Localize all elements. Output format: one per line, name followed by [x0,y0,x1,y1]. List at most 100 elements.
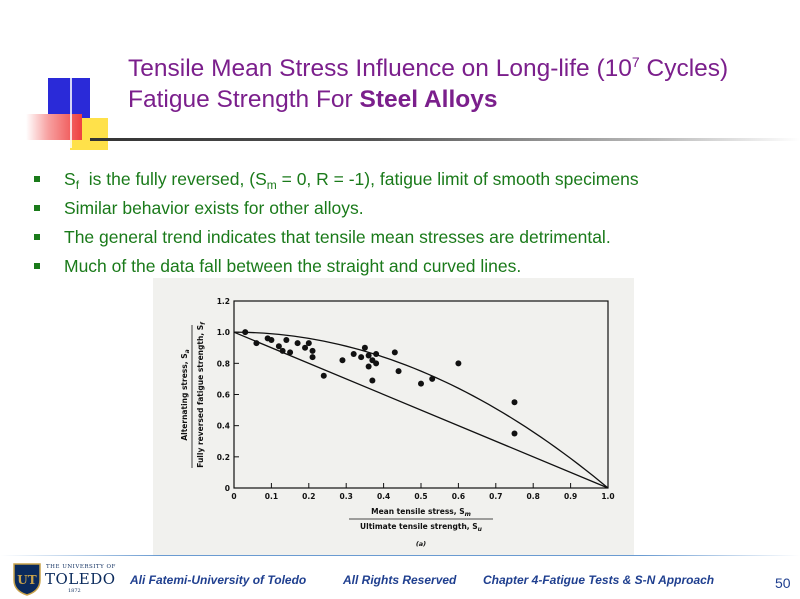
x-tick-label: 0.6 [452,492,465,501]
data-point [373,360,380,367]
data-point [279,347,286,354]
y-axis-label-outer-group: Alternating stress, Sa [180,349,191,440]
y-axis-label-outer: Alternating stress, Sa [180,349,191,440]
bullet-square-icon [34,234,40,240]
data-point [455,360,462,367]
data-point [242,329,249,336]
title-line-1-end: Cycles) [639,55,729,82]
bullet-item: The general trend indicates that tensile… [34,223,794,252]
footer-author: Ali Fatemi-University of Toledo [130,573,307,587]
logo-year: 1872 [68,588,81,594]
data-point [309,347,316,354]
bullet-4-text: Much of the data fall between the straig… [64,256,522,276]
y-tick-label: 1.2 [217,297,230,306]
x-tick-label: 0.3 [340,492,353,501]
data-point [373,350,380,357]
data-point [391,349,398,356]
y-tick-label: 0.6 [217,391,230,400]
data-point [268,336,275,343]
y-tick-labels: 0 0.2 0.4 0.6 0.8 1.0 1.2 [217,297,230,493]
x-tick-label: 1.0 [601,492,614,501]
title-line-1-text: Tensile Mean Stress Influence on Long-li… [128,55,632,82]
decor-vertical-line [70,78,72,148]
data-point [429,375,436,382]
title-underline [90,138,800,141]
logo-university-of: THE UNIVERSITY OF [46,564,116,570]
data-point [283,336,290,343]
x-axis-label-bottom: Ultimate tensile strength, Su [360,522,483,533]
data-point [275,343,282,350]
data-point [511,430,518,437]
data-point [339,357,346,364]
logo-toledo: TOLEDO [45,570,116,588]
page-number: 50 [775,575,791,591]
data-point [350,350,357,357]
plot-frame [233,300,609,489]
x-tick-label: 0.5 [414,492,427,501]
title-superscript: 7 [631,54,640,70]
data-point [320,372,327,379]
bullet-square-icon [34,205,40,211]
data-point [365,363,372,370]
title-line-2: Fatigue Strength For Steel Alloys [128,84,793,115]
bullet-1-sub-f: f [75,178,80,192]
footer-chapter: Chapter 4-Fatigue Tests & S-N Approach [483,573,715,587]
bullet-item: Sf is the fully reversed, (Sm = 0, R = -… [34,165,794,194]
bullet-2-text: Similar behavior exists for other alloys… [64,198,364,218]
shield-icon: UT [13,563,41,596]
bullet-square-icon [34,263,40,269]
data-points [242,329,518,437]
bullet-3-text: The general trend indicates that tensile… [64,227,611,247]
bullet-1-text-c: = 0, R = -1), fatigue limit of smooth sp… [276,169,639,189]
decor-blue-square [48,78,90,120]
y-tick-label: 0.2 [217,453,230,462]
y-tick-label: 1.0 [217,328,230,337]
footer-divider [0,555,800,556]
data-point [294,340,301,347]
figure-caption: (a) [416,540,426,548]
x-tick-labels: 0 0.1 0.2 0.3 0.4 0.5 0.6 0.7 0.8 0.9 1.0 [231,492,614,501]
y-tick-label: 0.8 [217,359,230,368]
x-tick-label: 0.1 [265,492,278,501]
y-tick-label: 0.4 [217,422,230,431]
data-point [302,344,309,351]
decor-red-bar [26,114,82,140]
x-tick-label: 0.9 [564,492,577,501]
bullet-item: Much of the data fall between the straig… [34,252,794,281]
x-tick-label: 0 [231,492,236,501]
slide-title: Tensile Mean Stress Influence on Long-li… [128,53,793,115]
x-tick-label: 0.4 [377,492,390,501]
data-point [309,354,316,361]
x-tick-label: 0.7 [489,492,502,501]
curved-line [233,331,609,489]
scatter-chart: 00.20.40.60.81.01.2 0 0.1 0.2 0.3 0.4 0.5 0.6 0… [180,297,615,548]
data-point [287,349,294,356]
straight-line [233,331,609,489]
bullet-list: Sf is the fully reversed, (Sm = 0, R = -… [34,165,794,281]
title-bold-text: Steel Alloys [359,86,498,113]
footer-rights: All Rights Reserved [343,573,457,587]
data-point [511,399,518,406]
data-point [418,380,424,387]
x-tick-label: 0.2 [302,492,315,501]
x-axis-label-top: Mean tensile stress, Sm [371,507,471,518]
scanned-figure: 0 0.2 0.4 0.6 0.8 1.0 1.2 0 0.1 0.2 0.3 0.4 0.5 0.6 0… [153,278,634,556]
y-axis-label-inner: Fully reversed fatigue strength, Sf [196,321,207,468]
university-logo: UT THE UNIVERSITY OF TOLEDO 1872 [12,562,115,596]
y-tick-label: 0 [225,484,230,493]
data-point [305,340,312,347]
data-point [365,352,372,359]
title-line-1: Tensile Mean Stress Influence on Long-li… [128,53,793,84]
logo-initials: UT [17,573,36,587]
bullet-1-text-a: S [64,169,76,189]
bullet-square-icon [34,176,40,182]
data-point [361,344,368,351]
bullet-item: Similar behavior exists for other alloys… [34,194,794,223]
x-tick-label: 0.8 [527,492,540,501]
y-axis-label-inner-group: Fully reversed fatigue strength, Sf [196,321,207,468]
axis-ticks [233,300,609,489]
data-point [358,354,365,361]
bullet-1-text-b: is the fully reversed, (S [79,169,267,189]
data-point [395,368,402,375]
data-point [253,340,260,347]
